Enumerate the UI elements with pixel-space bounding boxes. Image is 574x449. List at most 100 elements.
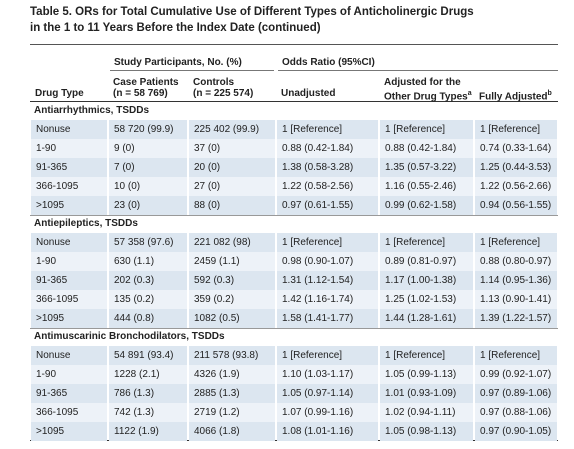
table-cell: 1.17 (1.00-1.38) (380, 271, 473, 290)
table-cell: 2885 (1.3) (189, 384, 275, 403)
row-label: Nonuse (31, 346, 107, 365)
table-cell: 1228 (2.1) (109, 365, 187, 384)
table-cell: 1122 (1.9) (109, 422, 187, 441)
table-cell: 7 (0) (109, 158, 187, 177)
table-cell: 4326 (1.9) (189, 365, 275, 384)
table-cell: 211 578 (93.8) (189, 346, 275, 365)
table-cell: 742 (1.3) (109, 403, 187, 422)
row-label: 1-90 (31, 139, 107, 158)
table-cell: 9 (0) (109, 139, 187, 158)
column-header: Drug Type (35, 88, 84, 99)
table-cell: 1.01 (0.93-1.09) (380, 384, 473, 403)
table-cell: 592 (0.3) (189, 271, 275, 290)
table-cell: 1.25 (0.44-3.53) (475, 158, 557, 177)
row-label: >1095 (31, 196, 107, 215)
table-cell: 0.97 (0.88-1.06) (475, 403, 557, 422)
table-cell: 0.98 (0.90-1.07) (277, 252, 378, 271)
row-label: 366-1095 (31, 403, 107, 422)
table-cell: 135 (0.2) (109, 290, 187, 309)
table-cell: 786 (1.3) (109, 384, 187, 403)
row-label: 366-1095 (31, 177, 107, 196)
table-cell: 359 (0.2) (189, 290, 275, 309)
table-cell: 0.97 (0.61-1.55) (277, 196, 378, 215)
column-header: Unadjusted (281, 88, 336, 99)
row-label: 1-90 (31, 252, 107, 271)
table-cell: 1.31 (1.12-1.54) (277, 271, 378, 290)
table-cell: 1.05 (0.99-1.13) (380, 365, 473, 384)
section-title: Antiepileptics, TSDDs (34, 218, 138, 229)
table-cell: 1 [Reference] (475, 233, 557, 252)
group-header: Odds Ratio (95%CI) (282, 57, 375, 68)
table-cell: 1 [Reference] (277, 346, 378, 365)
table-cell: 1 [Reference] (380, 346, 473, 365)
row-label: >1095 (31, 422, 107, 441)
table-cell: 0.88 (0.80-0.97) (475, 252, 557, 271)
table-cell: 58 720 (99.9) (109, 120, 187, 139)
table-cell: 1 [Reference] (277, 120, 378, 139)
title-line: Table 5. ORs for Total Cumulative Use of… (30, 6, 474, 18)
row-label: 91-365 (31, 158, 107, 177)
column-header: (n = 58 769) (113, 88, 168, 99)
table-cell: 1.38 (0.58-3.28) (277, 158, 378, 177)
table-cell: 1.42 (1.16-1.74) (277, 290, 378, 309)
column-header: Adjusted for the (384, 77, 461, 88)
row-label: Nonuse (31, 233, 107, 252)
table-cell: 0.97 (0.90-1.05) (475, 422, 557, 441)
table-cell: 0.88 (0.42-1.84) (277, 139, 378, 158)
table-cell: 4066 (1.8) (189, 422, 275, 441)
table-cell: 20 (0) (189, 158, 275, 177)
table-cell: 57 358 (97.6) (109, 233, 187, 252)
rule (30, 215, 558, 216)
table-cell: 0.97 (0.89-1.06) (475, 384, 557, 403)
table-cell: 1.58 (1.41-1.77) (277, 309, 378, 328)
table-cell: 444 (0.8) (109, 309, 187, 328)
table-cell: 0.74 (0.33-1.64) (475, 139, 557, 158)
footnote-mark: b (547, 90, 552, 97)
table-cell: 1.22 (0.58-2.56) (277, 177, 378, 196)
table-cell: 202 (0.3) (109, 271, 187, 290)
rule (30, 328, 558, 329)
table-cell: 225 402 (99.9) (189, 120, 275, 139)
table-cell: 1.16 (0.55-2.46) (380, 177, 473, 196)
table-cell: 1.44 (1.28-1.61) (380, 309, 473, 328)
title-line: in the 1 to 11 Years Before the Index Da… (30, 22, 321, 34)
table-cell: 1.07 (0.99-1.16) (277, 403, 378, 422)
table-cell: 23 (0) (109, 196, 187, 215)
column-header: Other Drug Typesa (384, 90, 472, 103)
table-cell: 10 (0) (109, 177, 187, 196)
footnote-mark: a (467, 90, 472, 97)
table-cell: 1.05 (0.97-1.14) (277, 384, 378, 403)
rule (30, 44, 558, 45)
table-cell: 37 (0) (189, 139, 275, 158)
table-cell: 1.02 (0.94-1.11) (380, 403, 473, 422)
section-title: Antimuscarinic Bronchodilators, TSDDs (34, 331, 225, 342)
table-cell: 0.89 (0.81-0.97) (380, 252, 473, 271)
row-label: 91-365 (31, 271, 107, 290)
rule (110, 70, 274, 71)
column-header: Case Patients (113, 77, 179, 88)
row-label: Nonuse (31, 120, 107, 139)
table-cell: 54 891 (93.4) (109, 346, 187, 365)
rule (278, 70, 558, 71)
table-cell: 1.08 (1.01-1.16) (277, 422, 378, 441)
table-cell: 1.10 (1.03-1.17) (277, 365, 378, 384)
column-header: Controls (193, 77, 235, 88)
row-label: 91-365 (31, 384, 107, 403)
section-title: Antiarrhythmics, TSDDs (34, 105, 150, 116)
group-header: Study Participants, No. (%) (114, 57, 242, 68)
table-cell: 221 082 (98) (189, 233, 275, 252)
table-cell: 0.88 (0.42-1.84) (380, 139, 473, 158)
column-header: (n = 225 574) (193, 88, 254, 99)
row-label: 366-1095 (31, 290, 107, 309)
column-header: Fully Adjustedb (479, 90, 552, 103)
table-cell: 1.35 (0.57-3.22) (380, 158, 473, 177)
table-cell: 1.05 (0.98-1.13) (380, 422, 473, 441)
row-label: >1095 (31, 309, 107, 328)
table-cell: 2459 (1.1) (189, 252, 275, 271)
table-cell: 1 [Reference] (277, 233, 378, 252)
rule (30, 101, 558, 102)
table-cell: 1.13 (0.90-1.41) (475, 290, 557, 309)
table-cell: 1 [Reference] (380, 120, 473, 139)
table-cell: 0.99 (0.62-1.58) (380, 196, 473, 215)
